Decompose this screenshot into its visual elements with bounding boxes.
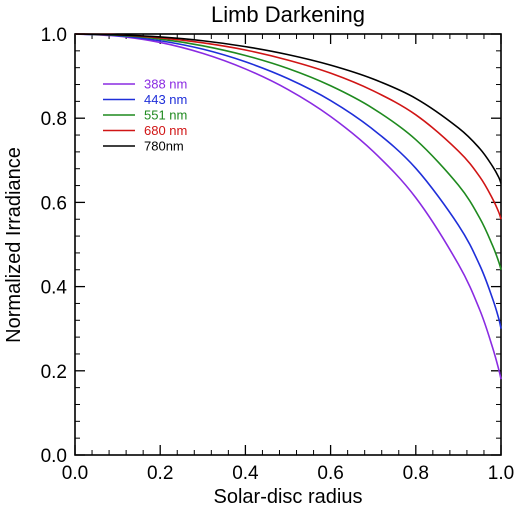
chart-title: Limb Darkening [211,2,365,27]
x-axis-title: Solar-disc radius [214,486,363,508]
y-tick-label: 0.0 [41,446,67,467]
x-tick-label: 0.6 [317,463,343,484]
series-line-388-nm [74,33,502,380]
y-tick-label: 0.8 [41,109,67,130]
series-line-551-nm [74,33,502,270]
series-line-780nm [74,33,502,184]
y-axis-title: Normalized Irradiance [3,147,25,343]
y-tick-label: 0.6 [41,193,67,214]
series-line-680-nm [74,33,502,220]
plot-frame [74,33,502,456]
x-tick-label: 1.0 [488,463,514,484]
legend-label: 388 nm [144,77,187,92]
y-tick-label: 0.4 [41,278,68,299]
x-tick-label: 0.2 [147,463,173,484]
y-tick-label: 1.0 [41,25,67,46]
plot-layer: 0.0 0.2 0.4 0.6 0.8 1.0 0.0 0.2 0.4 0.6 0.8 1.0 388 … [41,25,515,484]
x-tick-label: 0.0 [62,463,88,484]
x-tick-label: 0.4 [232,463,259,484]
legend-label: 443 nm [144,92,187,107]
x-tick-label: 0.8 [403,463,429,484]
legend-label: 780nm [144,139,184,154]
legend-label: 680 nm [144,123,187,138]
series-line-443-nm [74,33,502,329]
legend-label: 551 nm [144,108,187,123]
y-tick-label: 0.2 [41,362,67,383]
